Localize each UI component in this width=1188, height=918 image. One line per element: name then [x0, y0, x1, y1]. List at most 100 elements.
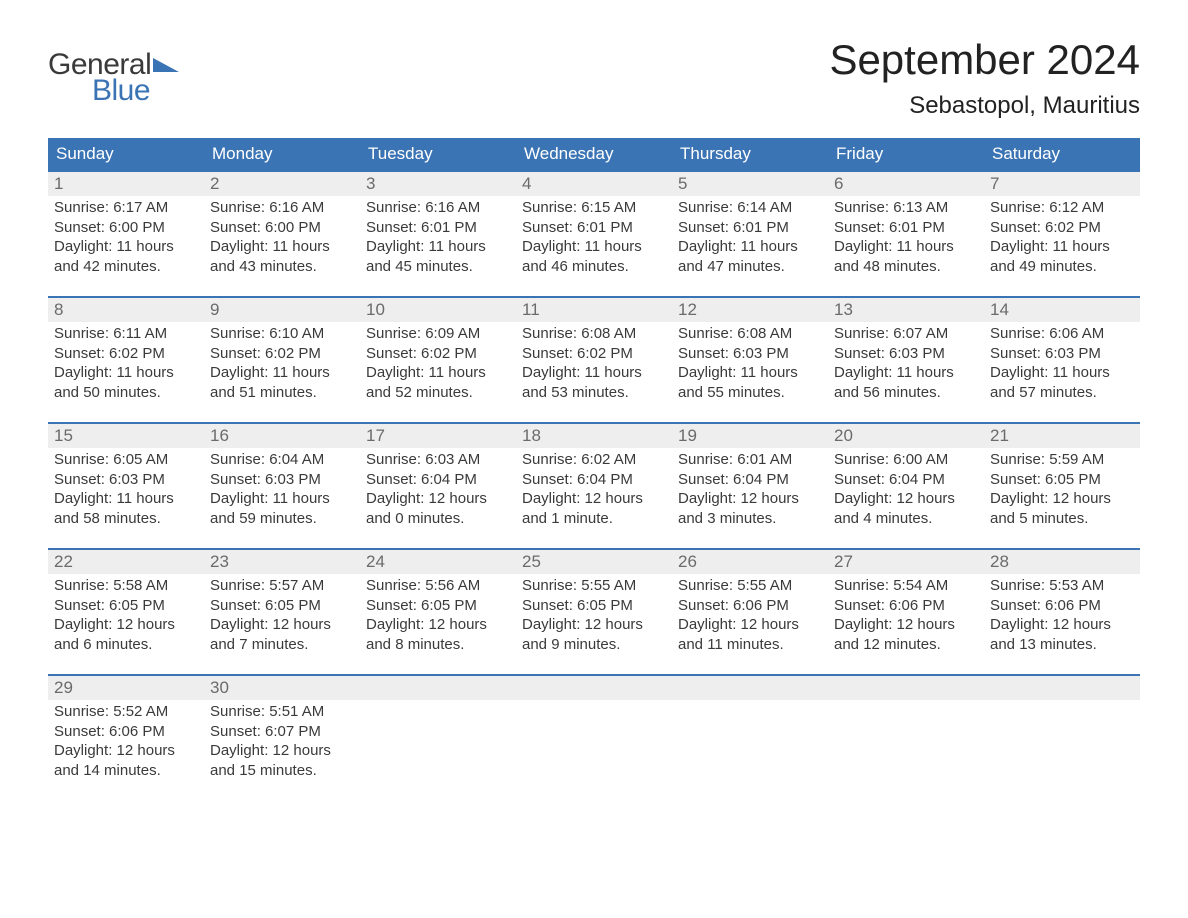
day-cell	[828, 700, 984, 786]
day-cell: Sunrise: 6:07 AMSunset: 6:03 PMDaylight:…	[828, 322, 984, 408]
day-dl2: and 49 minutes.	[990, 257, 1134, 277]
day-dl2: and 42 minutes.	[54, 257, 198, 277]
dow-cell: Sunday	[48, 138, 204, 170]
day-sunset: Sunset: 6:05 PM	[54, 596, 198, 616]
day-sunrise: Sunrise: 6:12 AM	[990, 198, 1134, 218]
day-sunset: Sunset: 6:04 PM	[522, 470, 666, 490]
day-sunset: Sunset: 6:06 PM	[54, 722, 198, 742]
day-dl2: and 12 minutes.	[834, 635, 978, 655]
day-dl2: and 1 minute.	[522, 509, 666, 529]
day-cell: Sunrise: 6:08 AMSunset: 6:03 PMDaylight:…	[672, 322, 828, 408]
day-number: 1	[48, 172, 204, 196]
day-sunset: Sunset: 6:00 PM	[54, 218, 198, 238]
day-dl2: and 15 minutes.	[210, 761, 354, 781]
day-sunset: Sunset: 6:03 PM	[54, 470, 198, 490]
day-cell: Sunrise: 6:11 AMSunset: 6:02 PMDaylight:…	[48, 322, 204, 408]
day-number: 7	[984, 172, 1140, 196]
day-sunrise: Sunrise: 5:55 AM	[522, 576, 666, 596]
day-sunrise: Sunrise: 5:58 AM	[54, 576, 198, 596]
day-dl2: and 14 minutes.	[54, 761, 198, 781]
day-dl2: and 7 minutes.	[210, 635, 354, 655]
day-dl1: Daylight: 12 hours	[210, 741, 354, 761]
day-number: 26	[672, 550, 828, 574]
day-sunset: Sunset: 6:04 PM	[366, 470, 510, 490]
day-dl1: Daylight: 12 hours	[54, 615, 198, 635]
day-dl1: Daylight: 12 hours	[54, 741, 198, 761]
day-cell	[360, 700, 516, 786]
day-cell: Sunrise: 5:57 AMSunset: 6:05 PMDaylight:…	[204, 574, 360, 660]
day-sunrise: Sunrise: 6:05 AM	[54, 450, 198, 470]
day-sunset: Sunset: 6:06 PM	[834, 596, 978, 616]
day-dl2: and 9 minutes.	[522, 635, 666, 655]
day-sunrise: Sunrise: 6:15 AM	[522, 198, 666, 218]
day-dl2: and 50 minutes.	[54, 383, 198, 403]
day-dl1: Daylight: 12 hours	[678, 489, 822, 509]
day-cell: Sunrise: 6:13 AMSunset: 6:01 PMDaylight:…	[828, 196, 984, 282]
day-sunrise: Sunrise: 5:51 AM	[210, 702, 354, 722]
day-sunrise: Sunrise: 6:16 AM	[366, 198, 510, 218]
day-number: 4	[516, 172, 672, 196]
day-cell	[516, 700, 672, 786]
day-sunset: Sunset: 6:06 PM	[678, 596, 822, 616]
day-dl2: and 43 minutes.	[210, 257, 354, 277]
day-number: 27	[828, 550, 984, 574]
day-dl1: Daylight: 11 hours	[522, 363, 666, 383]
day-number: 25	[516, 550, 672, 574]
day-sunrise: Sunrise: 6:14 AM	[678, 198, 822, 218]
day-dl1: Daylight: 12 hours	[678, 615, 822, 635]
day-cell: Sunrise: 6:15 AMSunset: 6:01 PMDaylight:…	[516, 196, 672, 282]
day-number	[360, 676, 516, 700]
week-row: 22232425262728Sunrise: 5:58 AMSunset: 6:…	[48, 548, 1140, 660]
day-dl1: Daylight: 11 hours	[210, 237, 354, 257]
day-number: 11	[516, 298, 672, 322]
day-number	[672, 676, 828, 700]
day-number: 30	[204, 676, 360, 700]
day-sunset: Sunset: 6:01 PM	[678, 218, 822, 238]
day-dl2: and 46 minutes.	[522, 257, 666, 277]
day-sunrise: Sunrise: 6:11 AM	[54, 324, 198, 344]
day-cell: Sunrise: 5:52 AMSunset: 6:06 PMDaylight:…	[48, 700, 204, 786]
day-cell: Sunrise: 5:54 AMSunset: 6:06 PMDaylight:…	[828, 574, 984, 660]
day-sunset: Sunset: 6:02 PM	[210, 344, 354, 364]
day-dl2: and 8 minutes.	[366, 635, 510, 655]
day-dl2: and 6 minutes.	[54, 635, 198, 655]
day-sunset: Sunset: 6:05 PM	[210, 596, 354, 616]
day-sunset: Sunset: 6:05 PM	[522, 596, 666, 616]
day-number-row: 891011121314	[48, 296, 1140, 322]
day-sunset: Sunset: 6:04 PM	[678, 470, 822, 490]
day-cell: Sunrise: 6:12 AMSunset: 6:02 PMDaylight:…	[984, 196, 1140, 282]
day-dl1: Daylight: 12 hours	[366, 489, 510, 509]
day-dl2: and 48 minutes.	[834, 257, 978, 277]
day-cell: Sunrise: 6:09 AMSunset: 6:02 PMDaylight:…	[360, 322, 516, 408]
day-dl2: and 5 minutes.	[990, 509, 1134, 529]
day-dl2: and 4 minutes.	[834, 509, 978, 529]
day-number: 18	[516, 424, 672, 448]
day-dl1: Daylight: 11 hours	[522, 237, 666, 257]
day-sunrise: Sunrise: 5:52 AM	[54, 702, 198, 722]
day-cell: Sunrise: 6:10 AMSunset: 6:02 PMDaylight:…	[204, 322, 360, 408]
dow-cell: Monday	[204, 138, 360, 170]
day-number: 23	[204, 550, 360, 574]
day-sunset: Sunset: 6:01 PM	[366, 218, 510, 238]
header: General Blue September 2024 Sebastopol, …	[48, 30, 1140, 120]
day-sunrise: Sunrise: 6:03 AM	[366, 450, 510, 470]
day-dl2: and 55 minutes.	[678, 383, 822, 403]
day-sunrise: Sunrise: 6:02 AM	[522, 450, 666, 470]
dow-cell: Wednesday	[516, 138, 672, 170]
day-number	[984, 676, 1140, 700]
day-number: 6	[828, 172, 984, 196]
day-dl1: Daylight: 11 hours	[366, 237, 510, 257]
day-dl1: Daylight: 12 hours	[834, 489, 978, 509]
week-row: 1234567Sunrise: 6:17 AMSunset: 6:00 PMDa…	[48, 170, 1140, 282]
day-sunset: Sunset: 6:03 PM	[678, 344, 822, 364]
day-cell: Sunrise: 5:55 AMSunset: 6:05 PMDaylight:…	[516, 574, 672, 660]
day-cell: Sunrise: 5:59 AMSunset: 6:05 PMDaylight:…	[984, 448, 1140, 534]
day-number: 29	[48, 676, 204, 700]
day-number: 9	[204, 298, 360, 322]
day-number: 12	[672, 298, 828, 322]
day-dl1: Daylight: 11 hours	[366, 363, 510, 383]
day-dl1: Daylight: 11 hours	[834, 237, 978, 257]
day-number: 5	[672, 172, 828, 196]
day-sunrise: Sunrise: 6:08 AM	[522, 324, 666, 344]
day-cell: Sunrise: 6:01 AMSunset: 6:04 PMDaylight:…	[672, 448, 828, 534]
